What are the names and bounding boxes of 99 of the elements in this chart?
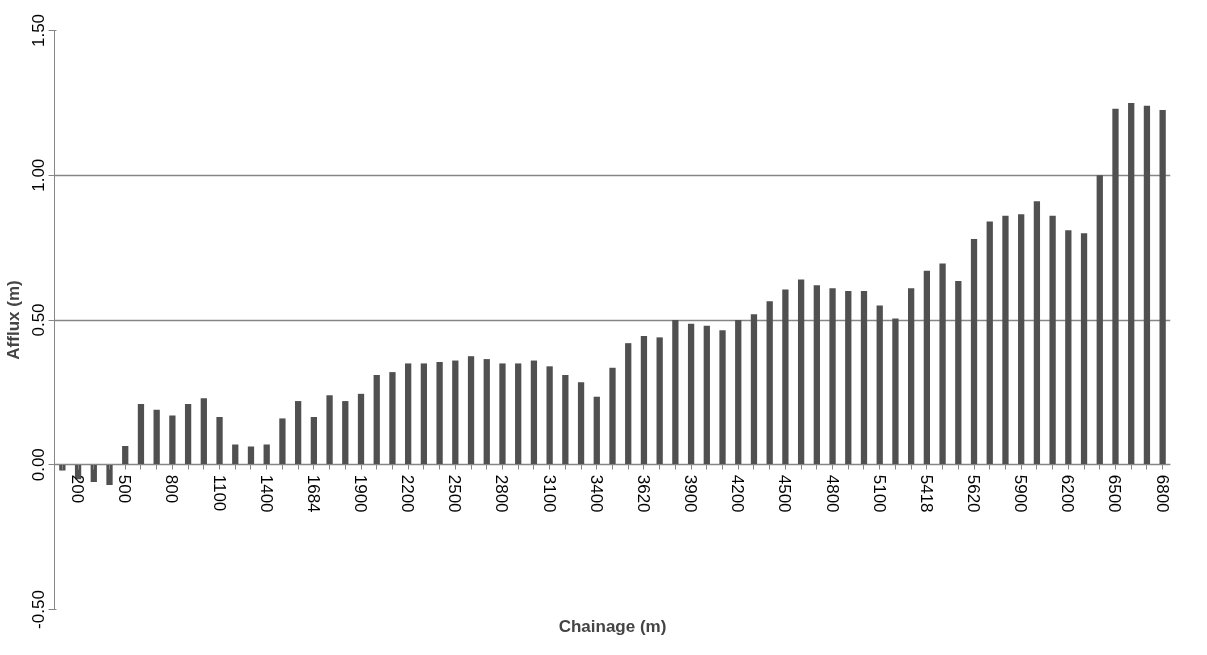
bar <box>1112 108 1119 465</box>
x-tick-label: 3400 <box>586 474 606 513</box>
bar <box>1143 105 1151 465</box>
bar <box>1033 201 1041 465</box>
bar <box>373 375 380 465</box>
bar <box>499 363 506 465</box>
x-tick-label: 4800 <box>822 474 842 513</box>
bar <box>1159 110 1166 465</box>
x-tick-label: 6200 <box>1058 474 1078 513</box>
bar <box>530 360 538 465</box>
bar <box>137 403 145 465</box>
bar <box>357 393 365 465</box>
bar <box>294 401 302 465</box>
bar <box>750 314 758 465</box>
x-tick-label: 5900 <box>1011 474 1031 513</box>
y-tick-label: 1.00 <box>28 158 48 192</box>
x-tick-label: 4200 <box>728 474 748 513</box>
bar <box>467 356 475 465</box>
x-tick-label: 1100 <box>209 474 229 512</box>
y-tick-label: 0.50 <box>28 303 48 337</box>
bar <box>687 323 695 465</box>
x-tick-label: 2500 <box>445 474 465 513</box>
bar <box>232 444 239 465</box>
x-tick-label: 200 <box>68 474 88 504</box>
bar <box>845 291 852 465</box>
x-tick-label: 5100 <box>869 474 889 513</box>
bar <box>1018 214 1025 465</box>
x-tick-label: 1400 <box>256 474 276 513</box>
x-axis-title: Chainage (m) <box>558 616 667 636</box>
bar <box>735 320 742 465</box>
x-tick-label: 6800 <box>1152 474 1172 513</box>
x-tick-label: 6500 <box>1105 474 1125 513</box>
bar <box>483 359 490 465</box>
bar <box>200 398 207 465</box>
x-tick-label: 3900 <box>681 474 701 513</box>
bar <box>263 444 270 465</box>
bar <box>829 288 836 465</box>
x-tick-label: 3620 <box>633 474 653 513</box>
bar <box>169 415 176 465</box>
bar <box>216 416 223 465</box>
bar <box>955 280 962 465</box>
x-tick-label: 500 <box>115 474 135 504</box>
bar <box>923 270 931 465</box>
bar <box>908 288 915 465</box>
bar <box>184 403 192 465</box>
bar <box>1002 215 1009 465</box>
x-tick-label: 2200 <box>398 474 418 513</box>
bar <box>625 343 632 465</box>
bar <box>452 360 459 465</box>
bar <box>813 285 820 465</box>
x-tick-label: 800 <box>162 474 182 504</box>
bar <box>876 305 883 465</box>
bar <box>703 325 710 465</box>
y-axis-title: Afflux (m) <box>3 280 23 360</box>
y-tick-label: 1.50 <box>28 13 48 48</box>
bar <box>797 279 805 465</box>
bar <box>1128 102 1135 465</box>
bar <box>1096 175 1103 465</box>
bar <box>420 363 428 465</box>
bar <box>310 416 317 465</box>
x-tick-label: 1684 <box>303 474 323 513</box>
bar <box>546 366 553 465</box>
x-tick-label: 2800 <box>492 474 512 513</box>
bar <box>122 445 129 465</box>
bar <box>342 401 349 465</box>
y-tick-label: 0.00 <box>28 448 48 482</box>
bar <box>59 464 66 471</box>
bar <box>986 221 993 465</box>
bar <box>970 238 978 465</box>
bar <box>609 367 616 465</box>
bar <box>892 318 899 465</box>
bar <box>562 375 569 465</box>
bar <box>860 291 868 465</box>
bar <box>405 363 412 465</box>
bar <box>326 395 333 465</box>
bar <box>515 363 522 465</box>
bar <box>939 263 946 465</box>
bar <box>766 301 773 465</box>
bar <box>1065 230 1072 465</box>
bar <box>719 330 726 465</box>
bar <box>279 418 286 465</box>
bar <box>593 396 600 465</box>
x-tick-label: 1900 <box>351 474 371 513</box>
bar <box>153 409 160 465</box>
x-tick-label: 5418 <box>916 474 936 513</box>
x-tick-label: 4500 <box>775 474 795 513</box>
x-tick-label: 3100 <box>539 474 559 513</box>
bar <box>436 361 443 465</box>
bar <box>1080 233 1088 465</box>
y-tick-label: -0.50 <box>28 590 48 629</box>
bar <box>106 464 113 486</box>
bar <box>672 320 679 465</box>
bar <box>782 289 789 465</box>
bar <box>577 382 585 465</box>
bar <box>640 335 648 465</box>
bar <box>389 372 396 465</box>
x-tick-label: 5620 <box>964 474 984 513</box>
bar <box>1049 215 1056 465</box>
bar <box>656 337 663 465</box>
